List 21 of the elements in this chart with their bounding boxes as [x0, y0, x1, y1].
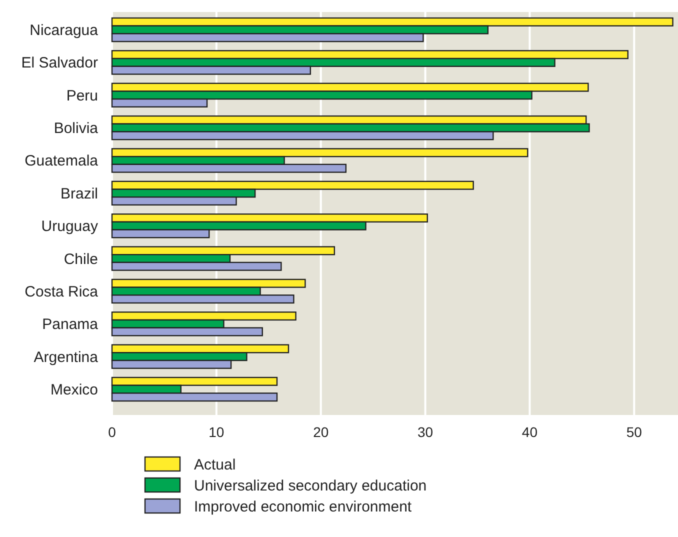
- legend-label: Universalized secondary education: [194, 477, 427, 494]
- x-tick-label: 20: [313, 424, 329, 440]
- y-tick-label: Uruguay: [41, 218, 98, 236]
- x-tick-label: 30: [417, 424, 434, 440]
- y-tick-label: Guatemala: [24, 152, 99, 170]
- y-tick-label: Nicaragua: [30, 22, 99, 40]
- y-tick-label: Panama: [42, 316, 99, 334]
- y-tick-label: Peru: [66, 87, 98, 104]
- y-tick-label: Brazil: [60, 185, 98, 202]
- y-tick-label: Mexico: [50, 381, 98, 398]
- y-tick-label: Costa Rica: [24, 283, 99, 300]
- y-tick-label: Bolivia: [54, 120, 99, 138]
- y-tick-label: El Salvador: [21, 54, 98, 72]
- y-tick-label: Chile: [64, 250, 98, 268]
- x-tick-label: 40: [522, 424, 538, 440]
- x-tick-label: 50: [626, 424, 642, 440]
- legend-label: Actual: [194, 456, 236, 474]
- x-tick-label: 0: [108, 424, 116, 440]
- y-tick-label: Argentina: [34, 348, 99, 366]
- legend-label: Improved economic environment: [194, 498, 412, 516]
- x-tick-label: 10: [208, 424, 224, 440]
